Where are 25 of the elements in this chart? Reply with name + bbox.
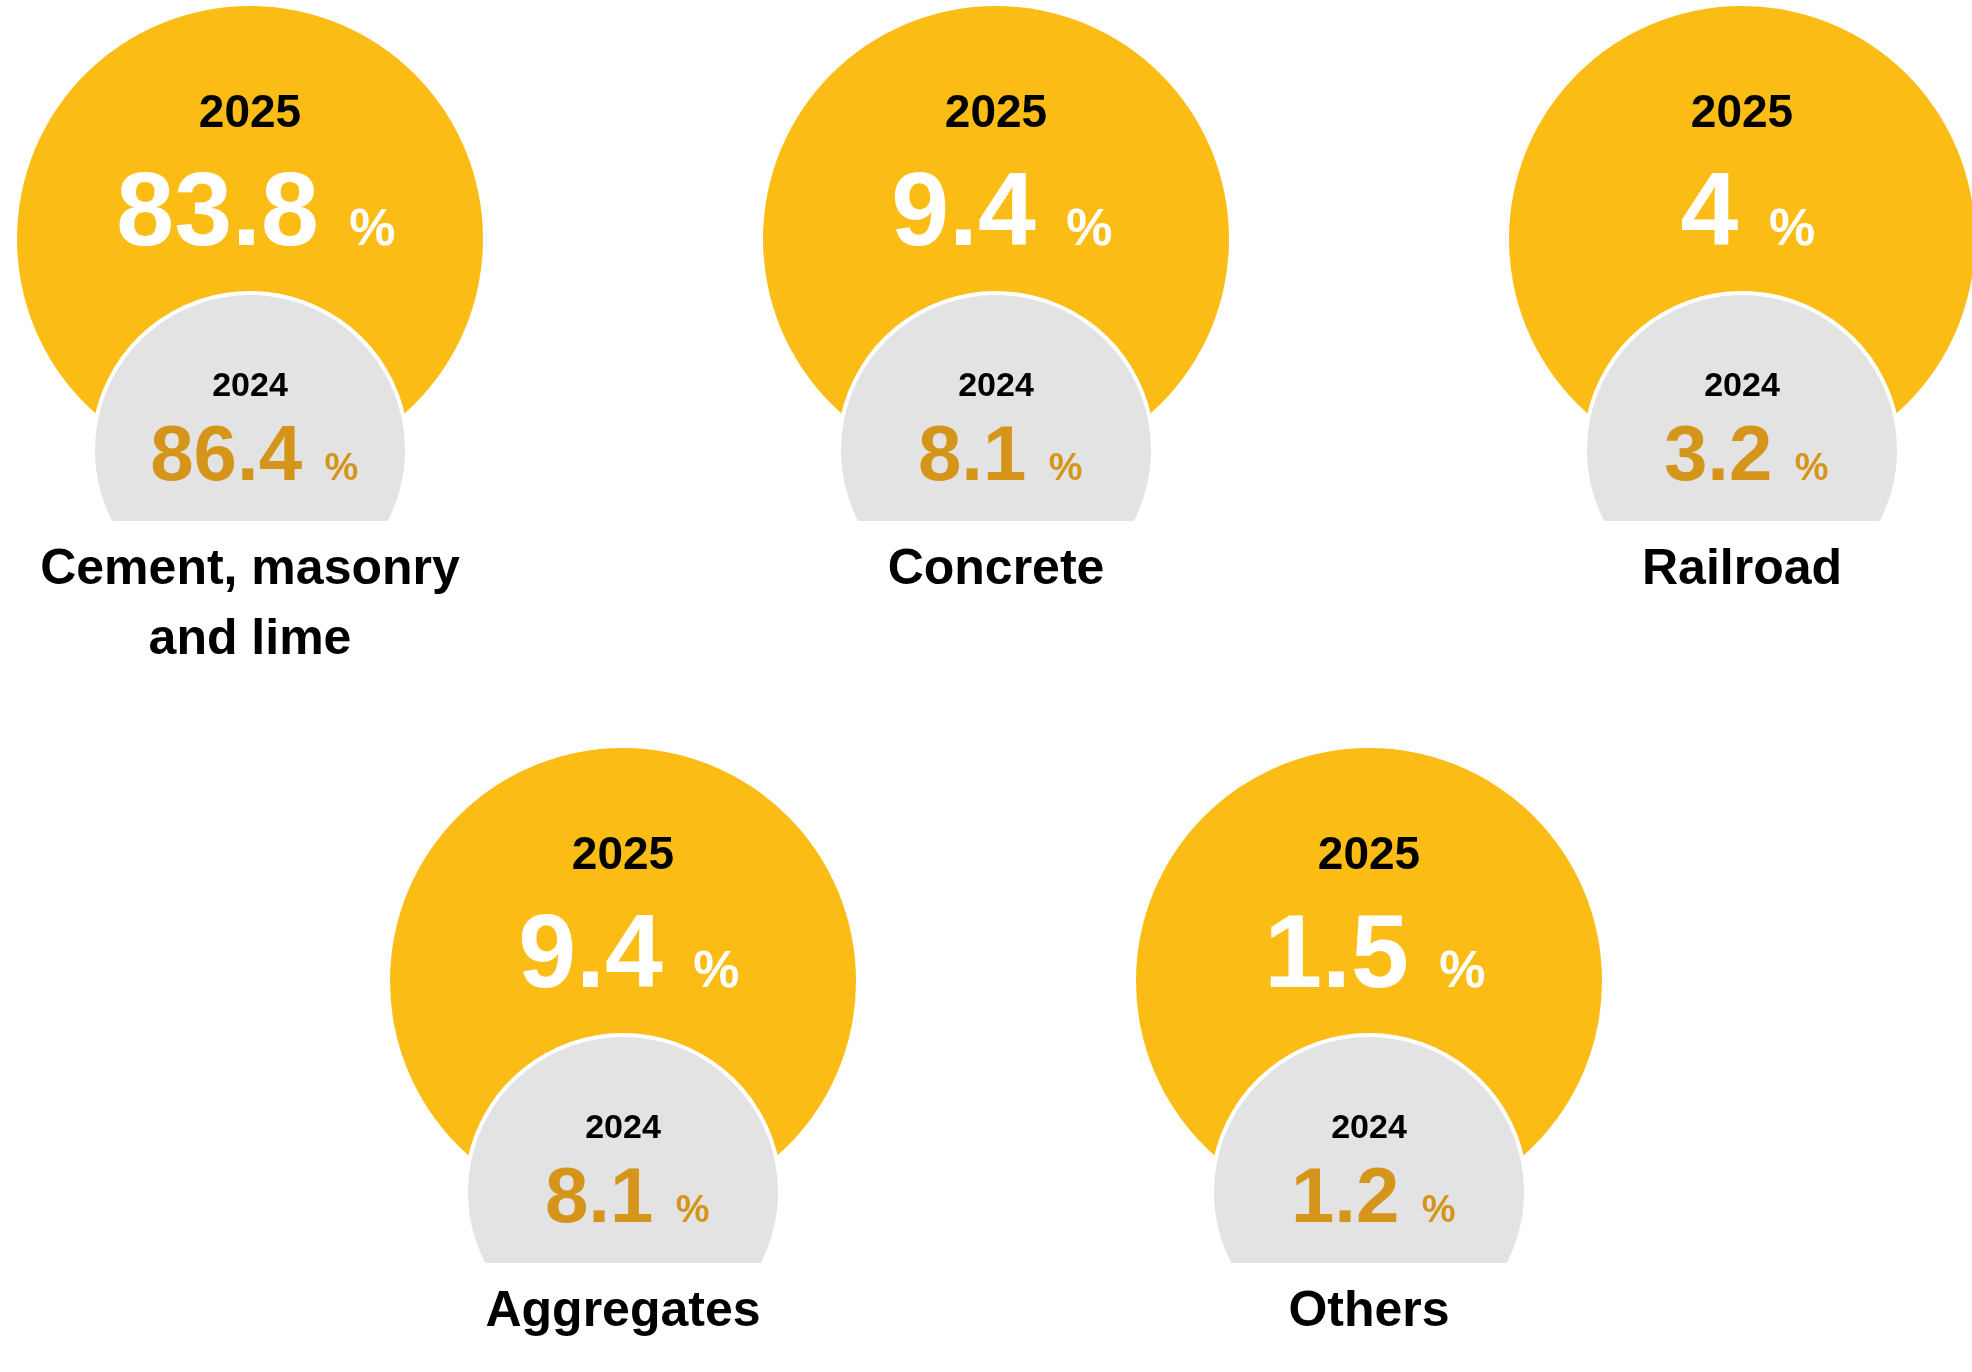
category-label: Others [1288, 1281, 1450, 1337]
series-label: 2024 [585, 1107, 661, 1145]
text: 2025 [1690, 85, 1794, 137]
category-label: Concrete [887, 539, 1105, 595]
text: 2024 [1704, 365, 1780, 403]
data-label: 9.4 % [891, 151, 1113, 267]
series-label: 2025 [1317, 827, 1421, 879]
category-label: Railroad [1641, 539, 1843, 595]
data-label: 86.4 % [150, 409, 359, 497]
category-label: Aggregates [485, 1281, 761, 1337]
text: 2025 [571, 827, 675, 879]
text: 2024 [958, 365, 1034, 403]
data-label: 8.1 % [544, 1151, 710, 1239]
data-label: 9.4 % [518, 893, 740, 1009]
data-label: 3.2 % [1663, 409, 1829, 497]
data-label: 4 % [1680, 151, 1816, 267]
data-label: 1.2 % [1290, 1151, 1456, 1239]
text: 2024 [212, 365, 288, 403]
text: 2025 [944, 85, 1048, 137]
category-label: Cement, masonry and lime [40, 539, 460, 665]
text: 2025 [198, 85, 302, 137]
data-label: 8.1 % [917, 409, 1083, 497]
data-label: 1.5 % [1264, 893, 1486, 1009]
text: 2024 [1331, 1107, 1407, 1145]
data-label: 83.8 % [116, 151, 396, 267]
